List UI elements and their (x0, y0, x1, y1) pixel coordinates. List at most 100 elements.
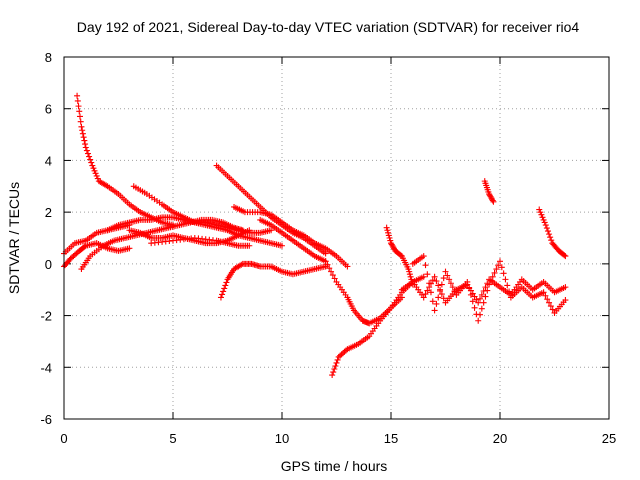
data-point (126, 245, 133, 252)
x-tick-label: 25 (602, 431, 616, 446)
data-point (383, 224, 390, 231)
data-point-dense (447, 280, 454, 287)
data-point-dense (451, 288, 458, 295)
x-tick-label: 20 (493, 431, 507, 446)
data-point (322, 258, 329, 265)
data-point-dense (435, 282, 442, 289)
data-point-dense (406, 268, 413, 275)
data-point-dense (76, 108, 83, 115)
data-point-dense (502, 276, 509, 283)
x-tick-label: 5 (169, 431, 176, 446)
data-point-dense (449, 284, 456, 291)
series-arc-18 (481, 178, 497, 205)
data-point (82, 144, 89, 151)
data-point (464, 278, 471, 285)
series-arc-10 (231, 203, 351, 270)
data-point-dense (546, 231, 553, 238)
series-arc-11 (257, 216, 329, 265)
data-point-dense (328, 268, 335, 275)
data-point-dense (422, 291, 429, 298)
data-point-dense (471, 293, 478, 300)
data-point-dense (482, 284, 489, 291)
data-point-dense (385, 232, 392, 239)
data-point (329, 372, 336, 379)
data-point (475, 299, 482, 306)
y-tick-label: -2 (40, 309, 52, 324)
data-point-dense (82, 141, 89, 148)
data-point-dense (477, 295, 484, 302)
data-point-dense (222, 282, 229, 289)
series-arc-03 (61, 240, 133, 270)
chart-title: Day 192 of 2021, Sidereal Day-to-day VTE… (77, 19, 580, 35)
x-tick-labels: 0 5 10 15 20 25 (60, 431, 616, 446)
y-tick-label: 6 (45, 102, 52, 117)
data-point-dense (498, 264, 505, 271)
data-point-dense (489, 273, 496, 280)
data-point-dense (406, 271, 413, 278)
data-point-dense (77, 118, 84, 125)
data-point-dense (219, 291, 226, 298)
data-point-dense (477, 311, 484, 318)
data-point-dense (504, 282, 511, 289)
data-point (442, 268, 449, 275)
data-point-dense (440, 295, 447, 302)
data-point-dense (491, 269, 498, 276)
data-point-dense (333, 359, 340, 366)
data-point-dense (469, 298, 476, 305)
data-point-dense (433, 278, 440, 285)
data-point (279, 242, 285, 249)
data-point (405, 266, 412, 273)
data-point-dense (540, 216, 547, 223)
data-point (431, 273, 438, 280)
data-point-dense (473, 296, 480, 303)
data-point (497, 258, 503, 265)
data-point-dense (424, 271, 431, 278)
series-arc-12 (217, 260, 329, 301)
data-point-dense (397, 252, 404, 259)
data-point-dense (79, 127, 86, 134)
data-point (78, 123, 85, 130)
data-point-dense (493, 266, 500, 273)
data-point-dense (506, 288, 513, 295)
x-tick-label: 10 (275, 431, 289, 446)
data-point-dense (444, 272, 451, 279)
data-point-dense (93, 172, 100, 179)
data-point-dense (544, 296, 551, 303)
x-tick-label: 15 (384, 431, 398, 446)
data-point (542, 222, 549, 229)
data-point-dense (84, 150, 91, 157)
data-point (562, 284, 569, 291)
data-point (486, 281, 493, 288)
y-tick-label: -4 (40, 360, 52, 375)
data-point-dense (330, 369, 337, 376)
data-point-dense (538, 211, 545, 218)
data-point (74, 92, 81, 99)
series-arc-14 (329, 273, 427, 379)
data-point (536, 206, 543, 213)
data-point-dense (221, 285, 228, 292)
data-point-dense (543, 225, 550, 232)
data-point (217, 294, 224, 301)
x-axis-label: GPS time / hours (281, 458, 388, 474)
data-point-dense (86, 153, 93, 160)
data-point-dense (541, 219, 548, 226)
data-point (268, 227, 275, 234)
data-point-dense (88, 159, 95, 166)
data-point-dense (537, 209, 544, 216)
data-point-dense (429, 298, 436, 305)
data-point-dense (76, 113, 83, 120)
y-tick-label: 2 (45, 205, 52, 220)
series-arc-08 (148, 235, 253, 249)
data-point-dense (478, 291, 485, 298)
data-point (344, 263, 351, 270)
data-point-dense (466, 285, 473, 292)
data-point-dense (548, 237, 555, 244)
data-point-dense (544, 228, 551, 235)
data-point (246, 242, 253, 249)
data-point (89, 162, 96, 169)
data-point (562, 253, 569, 260)
data-point (431, 307, 438, 314)
data-point (420, 253, 427, 260)
data-point-dense (542, 292, 549, 299)
data-point-dense (81, 243, 88, 250)
